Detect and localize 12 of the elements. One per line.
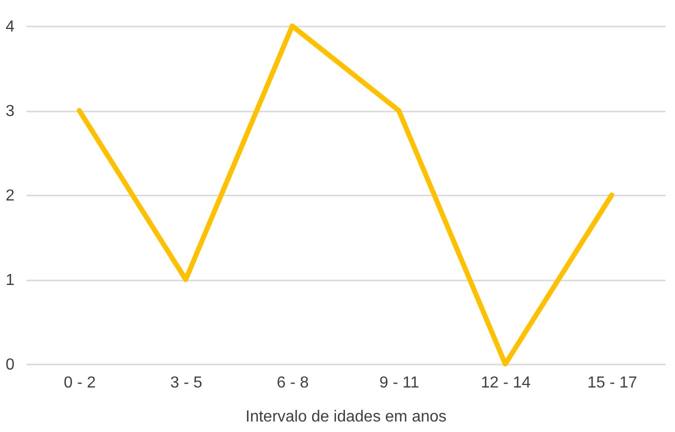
y-tick-label: 0 (6, 356, 15, 374)
x-tick-label: 6 - 8 (276, 374, 309, 392)
y-tick-label: 1 (6, 272, 15, 289)
x-tick-label: 9 - 11 (379, 374, 420, 392)
x-axis-title: Intervalo de idades em anos (245, 408, 447, 426)
x-tick-label: 3 - 5 (170, 374, 202, 392)
y-tick-label: 4 (6, 18, 15, 36)
y-tick-label: 3 (6, 103, 15, 120)
x-tick-label: 0 - 2 (64, 374, 96, 392)
x-tick-label: 12 - 14 (480, 374, 531, 392)
y-tick-label: 2 (6, 188, 15, 204)
x-tick-label: 15 - 17 (587, 374, 638, 392)
